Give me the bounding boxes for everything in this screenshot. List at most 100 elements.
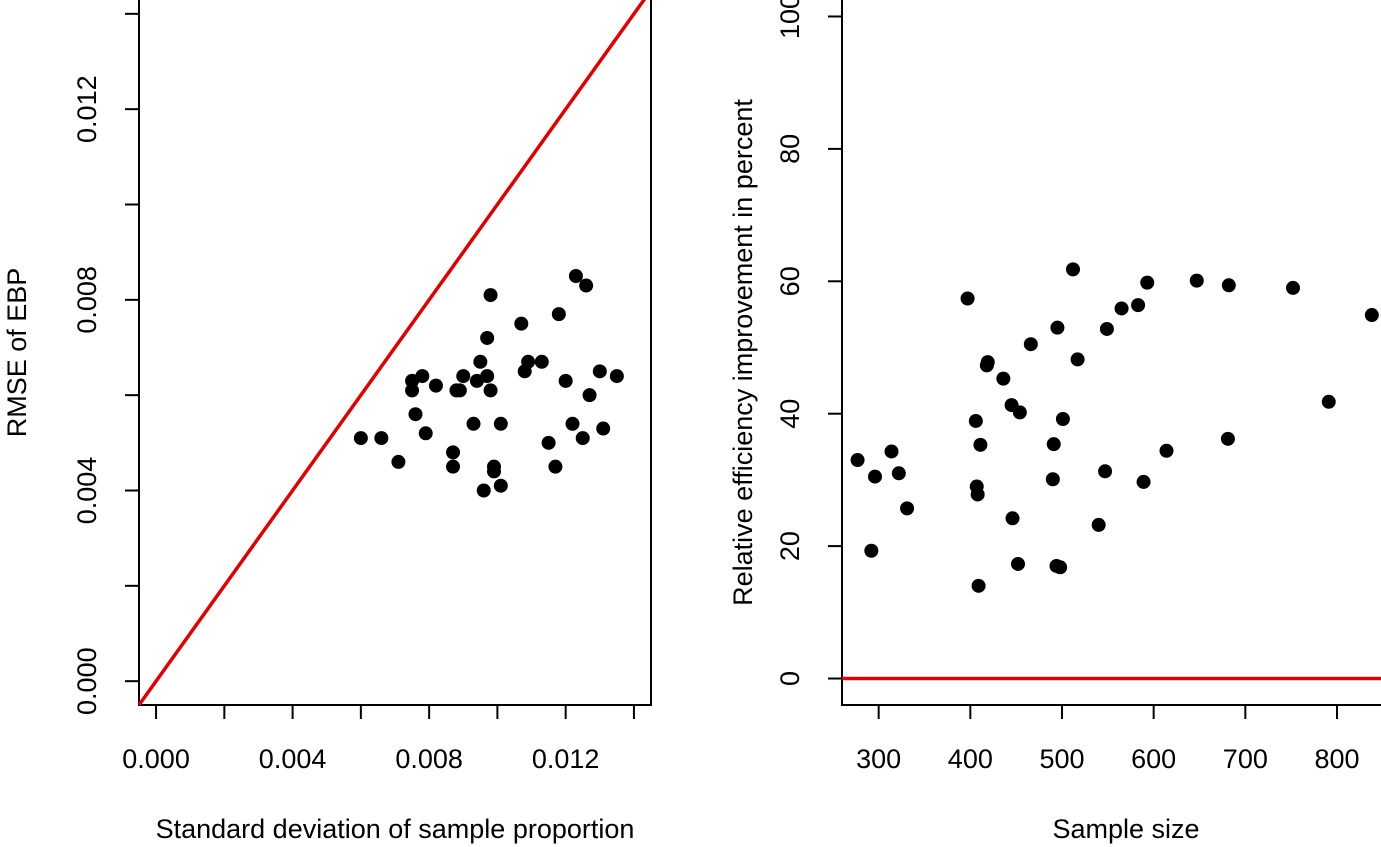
y-tick-label: 80 xyxy=(775,134,805,164)
x-tick-label: 700 xyxy=(1223,744,1268,774)
data-point xyxy=(456,369,471,384)
data-point xyxy=(534,354,549,369)
right-plot-marks: 300 400 500 600 700 800 0 20 40 60 80 100 xyxy=(775,0,1381,774)
data-point xyxy=(493,416,508,431)
data-point xyxy=(446,445,461,460)
data-point xyxy=(476,483,491,498)
x-tick-label: 500 xyxy=(1039,744,1084,774)
data-point xyxy=(1159,443,1174,458)
data-point xyxy=(1046,437,1061,452)
data-point xyxy=(466,416,481,431)
data-point xyxy=(558,373,573,388)
data-point xyxy=(1131,298,1146,313)
data-point xyxy=(480,369,495,384)
left-plot-marks: 0.000 0.004 0.008 0.012 0.000 0.004 0.008 0.012 xyxy=(72,0,652,774)
x-tick-label: 800 xyxy=(1314,744,1359,774)
data-point xyxy=(418,426,433,441)
data-point xyxy=(575,431,590,446)
data-point xyxy=(960,291,975,306)
right-scatter-panel: 300 400 500 600 700 800 0 20 40 60 80 100 Sample si… xyxy=(728,0,1381,844)
y-tick-label: 0.012 xyxy=(72,75,102,143)
y-tick-label: 60 xyxy=(775,266,805,296)
data-point xyxy=(446,459,461,474)
data-point xyxy=(541,435,556,450)
x-tick-label: 0.012 xyxy=(532,744,600,774)
data-point xyxy=(609,369,624,384)
data-point xyxy=(891,466,906,481)
right-x-axis-title: Sample size xyxy=(1052,814,1199,844)
identity-reference-line xyxy=(137,0,646,707)
x-tick-label: 300 xyxy=(856,744,901,774)
data-point xyxy=(1099,321,1114,336)
data-point xyxy=(850,453,865,468)
data-point xyxy=(1091,517,1106,532)
data-point xyxy=(884,444,899,459)
data-point xyxy=(1045,472,1060,487)
data-point xyxy=(1066,262,1080,277)
data-point xyxy=(374,431,389,446)
data-point xyxy=(521,354,536,369)
data-point xyxy=(900,501,915,516)
data-point xyxy=(483,383,498,398)
x-tick-label: 0.008 xyxy=(395,744,463,774)
data-point xyxy=(1055,412,1070,426)
y-tick-label: 0.008 xyxy=(72,266,102,334)
data-point xyxy=(1286,280,1300,295)
data-point xyxy=(473,354,488,369)
data-point xyxy=(596,421,611,436)
data-point xyxy=(1220,431,1235,446)
data-point xyxy=(568,269,583,283)
data-point xyxy=(971,578,986,593)
data-point xyxy=(452,383,467,398)
left-scatter-panel: 0.000 0.004 0.008 0.012 0.000 0.004 0.008 0.012… xyxy=(2,0,652,844)
data-point xyxy=(968,413,983,428)
data-point xyxy=(582,388,597,403)
data-point xyxy=(973,437,988,452)
plot-frame xyxy=(841,0,1381,706)
x-tick-label: 600 xyxy=(1131,744,1176,774)
y-tick-label: 40 xyxy=(775,399,805,429)
data-point xyxy=(483,288,498,303)
y-tick-label: 0.000 xyxy=(72,647,102,715)
data-point xyxy=(1023,337,1038,352)
data-point xyxy=(1098,464,1113,479)
left-x-axis-title: Standard deviation of sample proportion xyxy=(156,814,635,844)
data-point xyxy=(486,459,501,474)
data-point xyxy=(868,469,882,484)
data-point xyxy=(579,278,594,293)
y-tick-label: 20 xyxy=(775,531,805,561)
data-point xyxy=(1050,320,1065,335)
data-point xyxy=(592,364,607,379)
data-point xyxy=(391,454,406,469)
right-y-axis-title: Relative efficiency improvement in perce… xyxy=(728,99,758,606)
data-point xyxy=(864,543,879,558)
y-tick-label: 100 xyxy=(775,0,805,39)
data-point xyxy=(408,407,423,422)
data-point xyxy=(551,307,566,322)
data-point xyxy=(1114,301,1129,316)
data-point xyxy=(970,487,985,502)
left-y-axis-title: RMSE of EBP xyxy=(2,268,32,438)
data-point xyxy=(1011,556,1025,571)
data-point xyxy=(1053,560,1068,575)
data-point xyxy=(1070,352,1085,367)
data-point xyxy=(353,431,368,446)
y-tick-label: 0.004 xyxy=(72,457,102,525)
y-tick-label: 0 xyxy=(775,671,805,686)
data-point xyxy=(980,355,995,370)
data-point xyxy=(514,316,529,331)
data-point xyxy=(1364,308,1379,323)
x-tick-label: 0.000 xyxy=(122,744,190,774)
data-point xyxy=(1321,394,1336,409)
data-point xyxy=(428,378,443,393)
data-point xyxy=(480,330,495,345)
data-point xyxy=(1012,405,1027,420)
data-point xyxy=(1136,474,1151,489)
data-point xyxy=(493,478,508,493)
data-point xyxy=(565,416,580,431)
data-point xyxy=(1189,273,1204,288)
data-point xyxy=(1005,511,1020,526)
x-tick-label: 0.004 xyxy=(259,744,327,774)
plot-frame xyxy=(138,0,652,706)
